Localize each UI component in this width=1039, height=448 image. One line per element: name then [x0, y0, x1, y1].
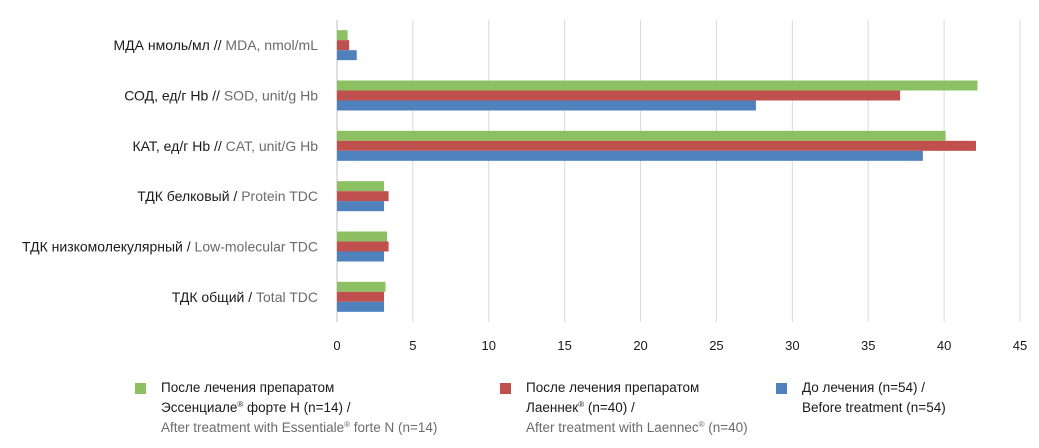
legend-ru-line2: Before treatment (n=54): [802, 400, 946, 415]
x-tick-label: 45: [1013, 338, 1027, 353]
category-label: КАТ, ед/г Hb // CAT, unit/G Hb: [133, 138, 319, 154]
legend-ru-line1: До лечения (n=54) /: [802, 380, 925, 395]
legend-swatch-blue: [776, 383, 787, 394]
legend-en-line: After treatment with Laennec® (n=40): [526, 420, 748, 435]
legend-en-line: After treatment with Essentiale® forte N…: [161, 420, 438, 435]
x-tick-label: 15: [557, 338, 571, 353]
bar: [337, 301, 385, 312]
bar: [337, 100, 756, 111]
category-label: ТДК белковый / Protein TDC: [137, 188, 318, 204]
bar: [337, 291, 385, 302]
x-axis-ticks: 0 5 10 15 20 25 30 35 40 45: [333, 338, 1027, 353]
legend-ru-line2: Лаеннек® (n=40) /: [526, 400, 635, 415]
legend-text: После лечения препаратом Лаеннек® (n=40)…: [526, 378, 748, 438]
bar: [337, 231, 388, 242]
legend-ru-line1: После лечения препаратом: [161, 380, 335, 395]
bar: [337, 140, 976, 151]
bar: [337, 181, 385, 192]
legend-ru-line1: После лечения препаратом: [526, 380, 700, 395]
bar: [337, 150, 923, 161]
bar: [337, 80, 978, 91]
bar: [337, 40, 350, 51]
bar: [337, 90, 901, 101]
x-tick-label: 5: [409, 338, 416, 353]
x-tick-label: 10: [482, 338, 496, 353]
legend-text: До лечения (n=54) / Before treatment (n=…: [802, 378, 946, 418]
gridlines: [336, 20, 1021, 322]
x-tick-label: 25: [709, 338, 723, 353]
bar: [337, 50, 357, 61]
bar: [337, 241, 389, 252]
x-tick-label: 35: [861, 338, 875, 353]
legend-text: После лечения препаратом Эссенциале® фор…: [161, 378, 437, 438]
bar: [337, 281, 386, 292]
category-label: ТДК низкомолекулярный / Low-molecular TD…: [22, 239, 318, 255]
category-labels: МДА нмоль/мл // MDA, nmol/mL СОД, ед/г Hb…: [22, 37, 318, 305]
bar: [337, 251, 385, 262]
bars: [337, 30, 978, 312]
bar: [337, 30, 348, 41]
x-tick-label: 20: [633, 338, 647, 353]
category-label: МДА нмоль/мл // MDA, nmol/mL: [114, 37, 319, 53]
x-tick-label: 30: [785, 338, 799, 353]
x-tick-label: 40: [937, 338, 951, 353]
bar: [337, 191, 389, 202]
legend-swatch-green: [135, 383, 146, 394]
legend-swatch-red: [500, 383, 511, 394]
category-label: ТДК общий / Total TDC: [172, 289, 318, 305]
x-tick-label: 0: [333, 338, 340, 353]
category-label: СОД, ед/г Hb // SOD, unit/g Hb: [124, 88, 318, 104]
bar: [337, 130, 946, 141]
legend-ru-line2: Эссенциале® форте Н (n=14) /: [161, 400, 351, 415]
bar: [337, 201, 385, 212]
